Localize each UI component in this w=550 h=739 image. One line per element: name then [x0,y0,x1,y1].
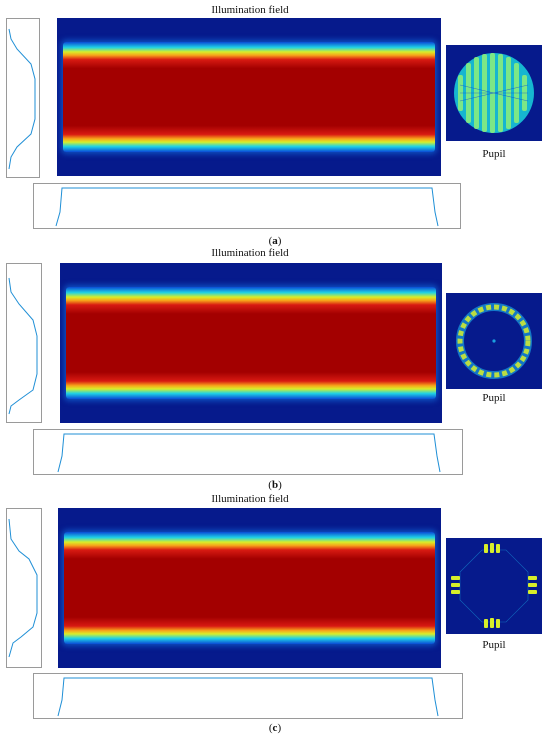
panel-c-caption: (c) [255,722,295,734]
caption-letter: b [271,479,279,491]
vertical-profile-plot [8,28,36,170]
caption-open: ( [268,235,273,247]
caption-letter: a [272,235,278,247]
panel-a-title: Illumination field [211,4,289,16]
panel-b-title: Illumination field [211,247,289,259]
panel-a-pupil [446,45,542,141]
panel-c-illumination-field [58,508,441,668]
panel-a-pupil-label: Pupil [482,148,506,160]
vertical-profile-plot [8,518,38,658]
caption-close: ) [277,235,282,247]
pupil-icon [451,543,537,628]
vertical-profile-plot [8,277,38,415]
caption-open: ( [268,479,272,491]
panel-c-pupil-label: Pupil [482,639,506,651]
panel-a-illumination-field [57,18,441,176]
panel-a-horizontal-profile [33,183,461,229]
horizontal-profile-plot [57,677,439,717]
illumination-band [62,41,436,153]
caption-close: ) [278,479,282,491]
panel-b: Illumination field Pupil (b) [0,247,550,492]
panel-c: Illumination field Pupil (c) [0,493,550,739]
illumination-band [63,532,436,644]
caption-letter: c [272,722,278,734]
caption-close: ) [277,722,282,734]
panel-b-illumination-field [60,263,442,423]
panel-b-pupil [446,293,542,389]
illumination-band [65,287,437,399]
panel-a-caption: (a) [255,235,295,247]
pupil-icon [456,303,532,379]
horizontal-profile-plot [57,433,441,473]
pupil-icon [454,53,534,133]
panel-a-vertical-profile [6,18,40,178]
panel-c-pupil [446,538,542,634]
panel-b-horizontal-profile [33,429,463,475]
panel-b-vertical-profile [6,263,42,423]
panel-b-pupil-label: Pupil [482,392,506,404]
horizontal-profile-plot [55,187,439,227]
panel-a: Illumination field Pupil [0,0,550,250]
panel-c-horizontal-profile [33,673,463,719]
caption-open: ( [268,722,273,734]
panel-c-title: Illumination field [211,493,289,505]
panel-b-caption: (b) [255,479,295,491]
panel-c-vertical-profile [6,508,42,668]
